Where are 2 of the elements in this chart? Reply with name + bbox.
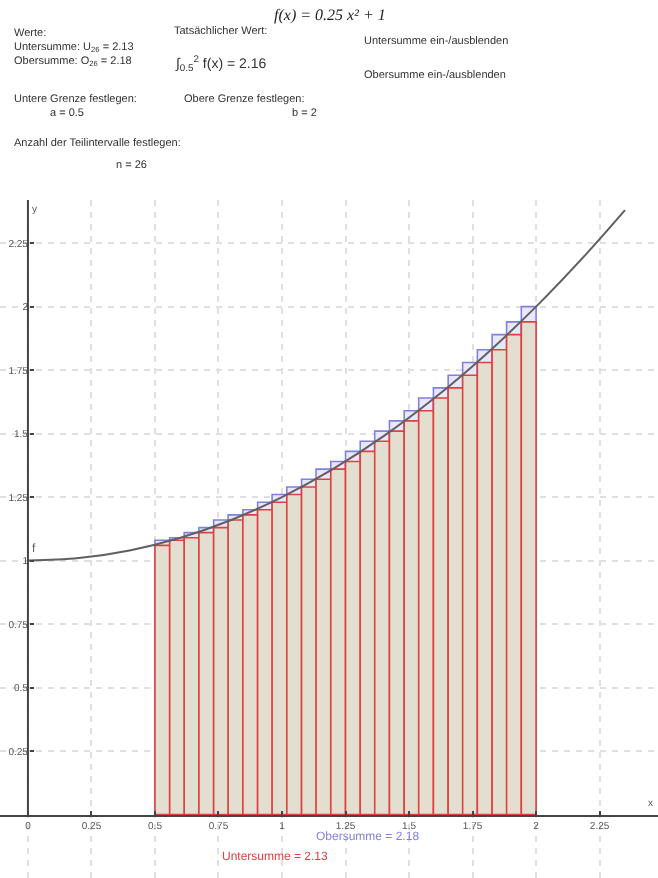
line-series	[26, 209, 626, 562]
chart-title: f(x) = 0.25 x² + 1	[274, 6, 386, 24]
